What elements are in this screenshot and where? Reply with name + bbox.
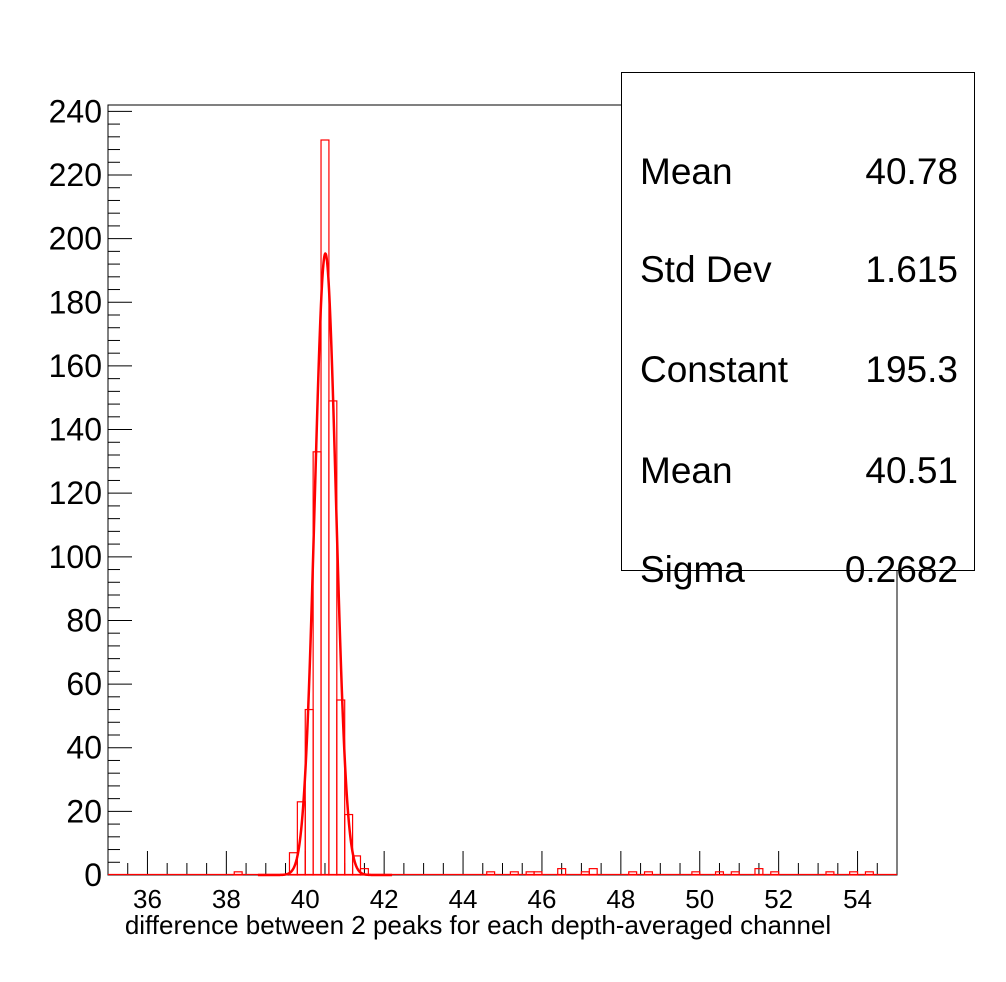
stats-row-sigma: Sigma 0.2682 (640, 545, 958, 595)
y-tick-label: 140 (49, 412, 102, 448)
y-tick-label: 100 (49, 539, 102, 575)
histogram-bin (588, 868, 598, 876)
stats-row-mean: Mean 40.78 (640, 147, 958, 197)
stats-label: Constant (640, 349, 789, 390)
y-tick-label: 220 (49, 157, 102, 193)
stats-label: Sigma (640, 549, 745, 590)
histogram-bin (825, 871, 835, 876)
x-tick-label: 44 (449, 884, 478, 914)
y-tick-label: 60 (66, 666, 102, 702)
y-tick-label: 20 (66, 793, 102, 829)
histogram-bin (691, 871, 701, 876)
x-tick-label: 38 (212, 884, 241, 914)
histogram-bin (486, 871, 496, 876)
y-tick-label: 40 (66, 730, 102, 766)
histogram-bin (849, 871, 859, 876)
stats-row-constant: Constant 195.3 (640, 345, 958, 395)
gaussian-fit-curve (257, 251, 393, 877)
x-tick-label: 46 (527, 884, 556, 914)
x-tick-label: 54 (843, 884, 872, 914)
stats-value: 1.615 (865, 249, 958, 290)
histogram-bin (754, 868, 764, 876)
histogram-series (108, 139, 897, 876)
histogram-bin (351, 855, 362, 876)
histogram-bin (628, 871, 638, 876)
x-axis: 36 38 40 42 44 46 48 50 52 54 (107, 851, 898, 914)
x-tick-label: 48 (606, 884, 635, 914)
histogram-bin (320, 139, 330, 876)
y-tick-label: 240 (49, 93, 102, 129)
stats-value: 40.51 (865, 450, 958, 491)
y-tick-label: 180 (49, 284, 102, 320)
histogram-bin (336, 699, 346, 876)
x-axis-label: difference between 2 peaks for each dept… (124, 910, 832, 940)
y-tick-label: 160 (49, 348, 102, 384)
histogram-bin (864, 871, 874, 876)
histogram-bin (233, 871, 243, 876)
histogram-bin (580, 871, 590, 876)
x-tick-label: 40 (291, 884, 320, 914)
stats-row-fit-mean: Mean 40.51 (640, 446, 958, 496)
x-tick-label: 52 (764, 884, 793, 914)
y-tick-label: 0 (84, 857, 102, 893)
histogram-bin (509, 871, 519, 876)
stats-label: Std Dev (640, 249, 772, 290)
stats-value: 40.78 (865, 151, 958, 192)
y-axis: 0 20 40 60 80 100 120 140 160 180 200 220 240 (49, 93, 132, 893)
histogram-bin (730, 871, 740, 876)
x-tick-label: 42 (370, 884, 399, 914)
y-tick-label: 120 (49, 475, 102, 511)
y-tick-label: 80 (66, 602, 102, 638)
histogram-bin (643, 871, 654, 876)
histogram-bin (770, 871, 780, 876)
stats-label: Mean (640, 450, 733, 491)
histogram-bin (557, 868, 567, 876)
histogram-bin (714, 871, 725, 876)
histogram-bin (533, 871, 543, 876)
stats-value: 0.2682 (844, 549, 958, 590)
stats-label: Mean (640, 151, 733, 192)
x-tick-label: 50 (685, 884, 714, 914)
stats-row-std-dev: Std Dev 1.615 (640, 245, 958, 295)
stats-box: Mean 40.78 Std Dev 1.615 Constant 195.3 … (621, 72, 975, 590)
x-tick-label: 36 (133, 884, 162, 914)
histogram-bin (525, 871, 535, 876)
y-tick-label: 200 (49, 221, 102, 257)
stats-value: 195.3 (865, 349, 958, 390)
